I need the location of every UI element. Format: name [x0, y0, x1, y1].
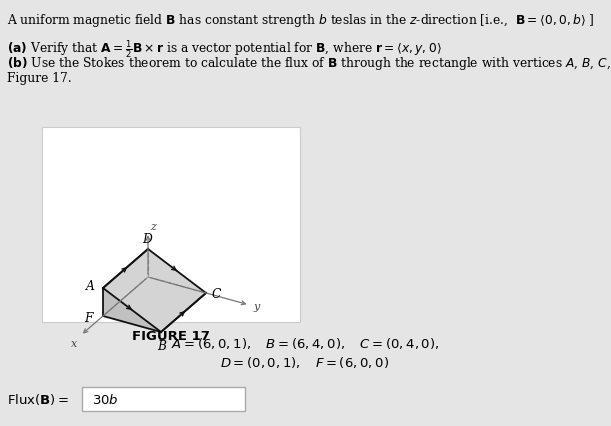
- Text: Figure 17.: Figure 17.: [7, 72, 71, 85]
- Text: $\mathbf{(a)}$ Verify that $\mathbf{A} = \frac{1}{2}\mathbf{B} \times \mathbf{r}: $\mathbf{(a)}$ Verify that $\mathbf{A} =…: [7, 38, 442, 60]
- Polygon shape: [103, 249, 206, 332]
- Polygon shape: [103, 249, 148, 316]
- Text: $30b$: $30b$: [92, 392, 119, 406]
- Text: C: C: [212, 288, 221, 301]
- Text: B: B: [158, 339, 167, 352]
- Text: y: y: [254, 301, 260, 311]
- Polygon shape: [103, 277, 206, 332]
- Text: x: x: [71, 339, 78, 349]
- Text: D: D: [142, 233, 152, 245]
- Text: FIGURE 17: FIGURE 17: [132, 330, 210, 343]
- Polygon shape: [103, 288, 161, 332]
- FancyBboxPatch shape: [82, 387, 245, 411]
- Text: F: F: [84, 312, 93, 325]
- Text: $D = (0, 0, 1),$   $F = (6, 0, 0)$: $D = (0, 0, 1),$ $F = (6, 0, 0)$: [221, 354, 390, 369]
- Text: $\mathbf{(b)}$ Use the Stokes theorem to calculate the flux of $\mathbf{B}$ thro: $\mathbf{(b)}$ Use the Stokes theorem to…: [7, 55, 611, 72]
- Text: $\mathrm{Flux}(\mathbf{B}) =$: $\mathrm{Flux}(\mathbf{B}) =$: [7, 391, 69, 406]
- Text: z: z: [150, 222, 156, 232]
- Text: $A = (6, 0, 1),$   $B = (6, 4, 0),$   $C = (0, 4, 0),$: $A = (6, 0, 1),$ $B = (6, 4, 0),$ $C = (…: [171, 335, 439, 350]
- Text: A uniform magnetic field $\mathbf{B}$ has constant strength $b$ teslas in the $z: A uniform magnetic field $\mathbf{B}$ ha…: [7, 12, 595, 29]
- Text: A: A: [86, 280, 95, 293]
- FancyBboxPatch shape: [42, 128, 300, 322]
